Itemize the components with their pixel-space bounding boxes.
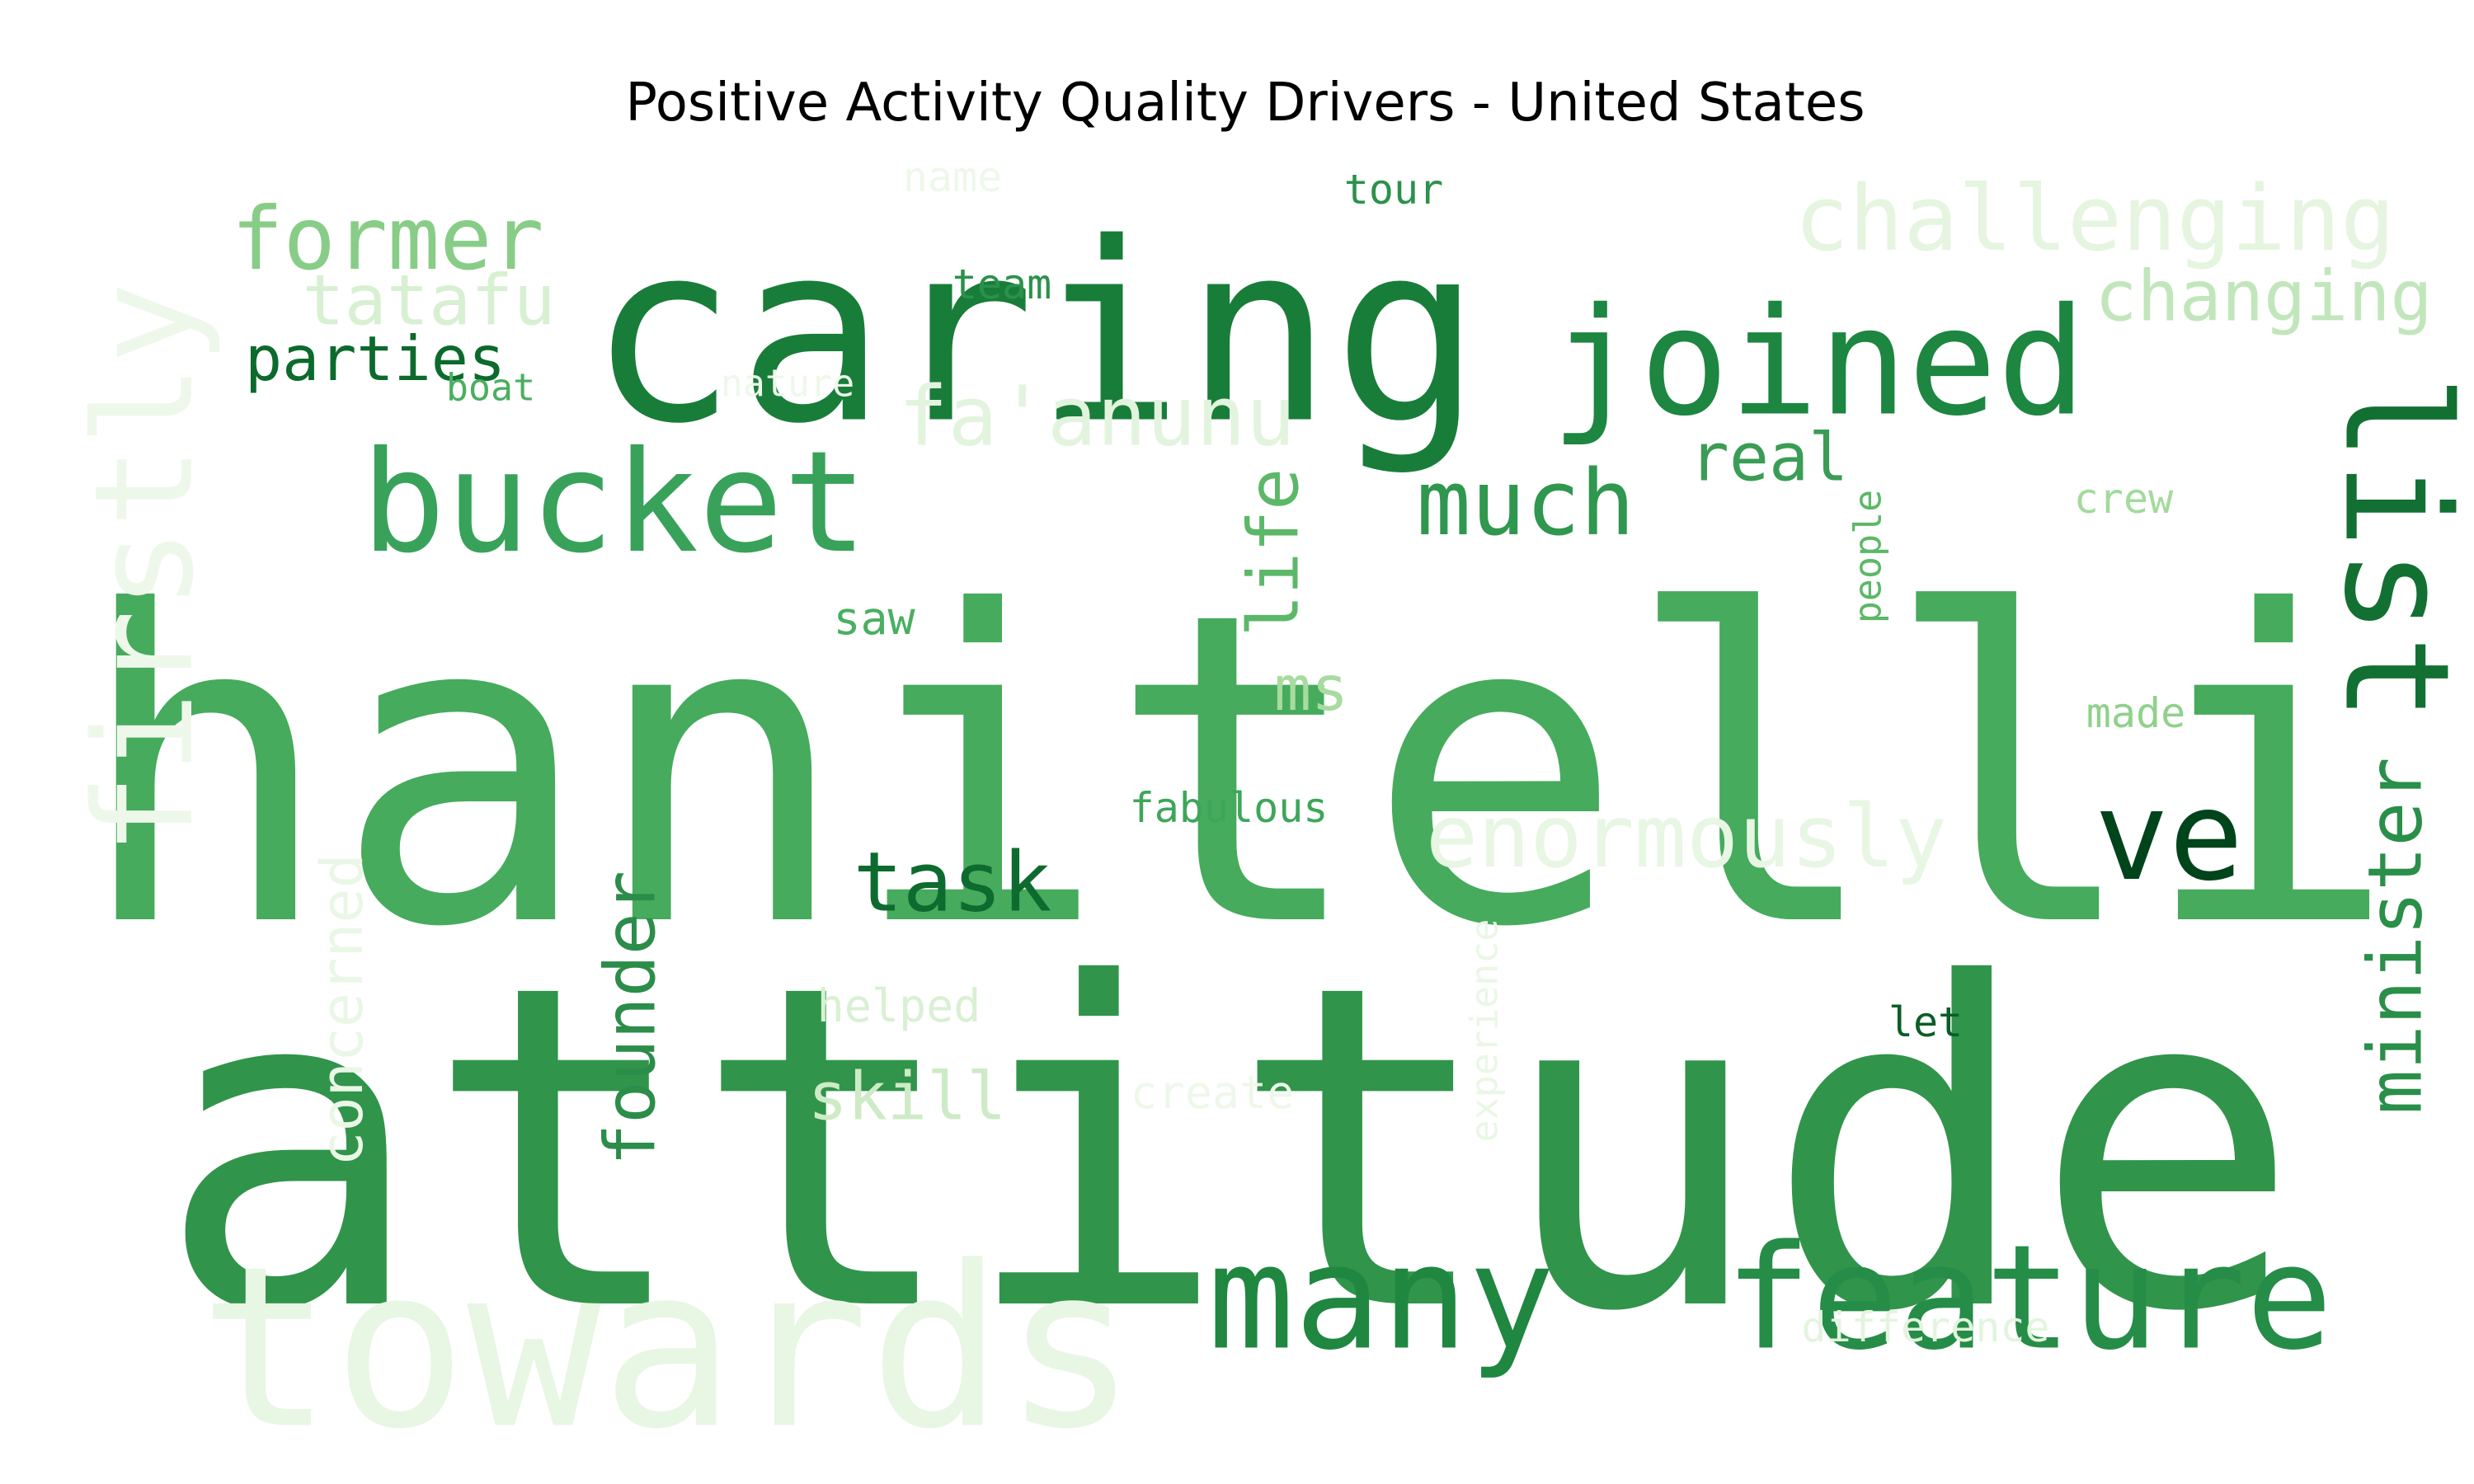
word-skill: skill [808, 1059, 1007, 1135]
word-create: create [1131, 1066, 1295, 1119]
word-real: real [1690, 420, 1849, 496]
word-team: team [952, 261, 1051, 308]
word-changing: changing [2095, 256, 2432, 338]
word-towards: towards [199, 1219, 1137, 1478]
word-firstly: firstly [65, 282, 223, 855]
word-challenging: challenging [1794, 166, 2395, 271]
word-joined: joined [1550, 277, 2086, 449]
word-founder: founder [590, 871, 672, 1166]
word-fa-anunu: fa'anunu [898, 369, 1296, 465]
chart-title: Positive Activity Quality Drivers - Unit… [625, 73, 1865, 134]
word-caring: caring [588, 190, 1482, 478]
word-bucket: bucket [361, 421, 868, 585]
word-people: people [1846, 490, 1890, 624]
word-feature: feature [1724, 1215, 2333, 1383]
word-crew: crew [2074, 475, 2174, 523]
word-enormously: enormously [1426, 787, 1947, 887]
word-many: many [1207, 1215, 1554, 1383]
word-nature: nature [721, 362, 855, 406]
word-made: made [2086, 689, 2185, 737]
word-saw: saw [833, 592, 915, 645]
word-list: list [2312, 374, 2474, 721]
word-parties: parties [245, 322, 506, 395]
word-difference: difference [1801, 1303, 2049, 1351]
word-ve: ve [2095, 765, 2244, 909]
word-fabulous: fabulous [1130, 784, 1329, 832]
word-let: let [1888, 998, 1963, 1046]
word-attitude: attitude [157, 891, 2302, 1409]
word-helped: helped [817, 979, 981, 1032]
word-boat: boat [446, 366, 535, 410]
word-experience: experience [1463, 919, 1507, 1143]
word-name: name [903, 153, 1002, 201]
word-life: life [1234, 468, 1315, 637]
word-tatafu: tatafu [302, 261, 555, 342]
word-concerned: concerned [308, 853, 376, 1166]
word-ms: ms [1274, 652, 1348, 725]
word-minister: minister [2353, 757, 2439, 1114]
word-hanitelli: hanitelli [75, 521, 2399, 1021]
word-former: former [231, 189, 543, 289]
word-much: much [1417, 450, 1635, 556]
word-tour: tour [1344, 166, 1443, 214]
word-task: task [854, 834, 1052, 931]
